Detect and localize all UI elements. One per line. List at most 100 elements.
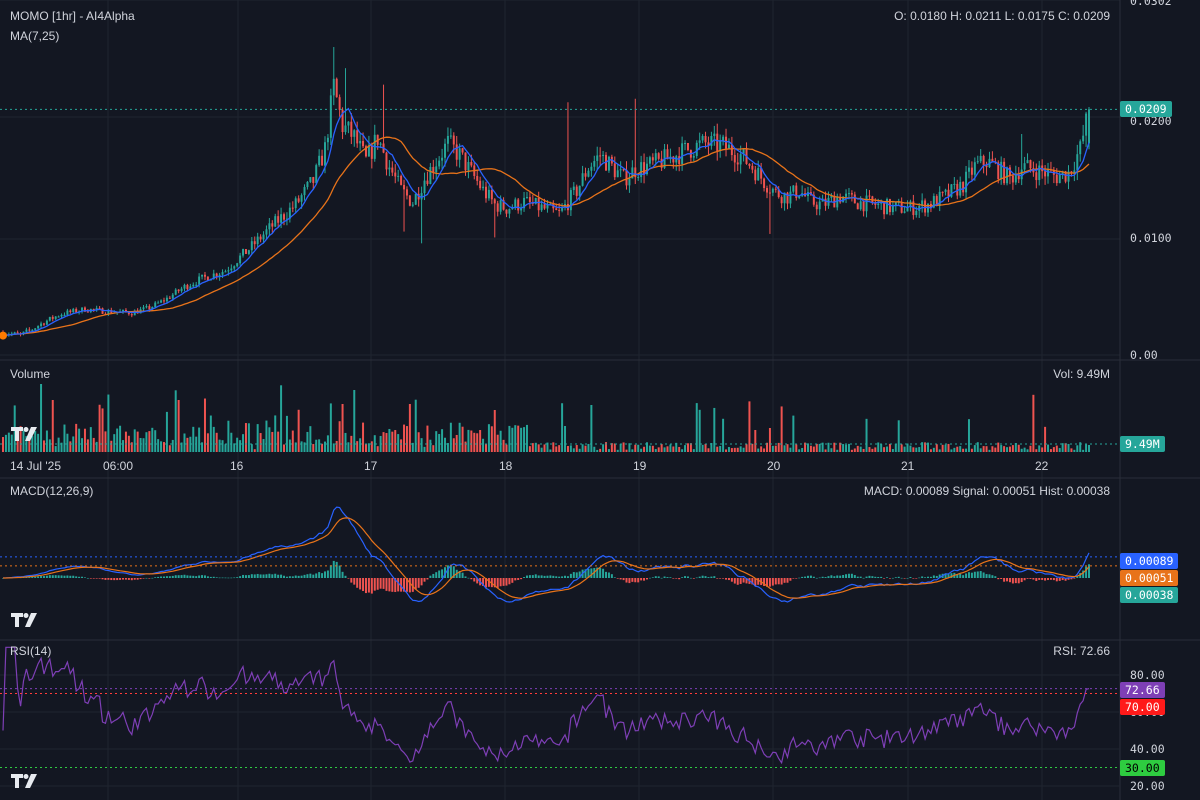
volume-bar <box>215 432 218 452</box>
candle-body <box>198 276 201 285</box>
macd-hist-bar <box>663 576 666 578</box>
price-pane[interactable] <box>0 47 1090 340</box>
volume-bar <box>499 430 502 452</box>
candle <box>947 183 950 203</box>
candle <box>865 188 868 218</box>
macd-hist-bar <box>283 575 286 578</box>
candle <box>1079 139 1082 162</box>
candle <box>766 185 769 199</box>
candle-body <box>561 207 564 211</box>
rsi-readout: RSI: 72.66 <box>1053 644 1110 658</box>
macd-hist-bar <box>239 576 242 578</box>
candle-body <box>432 166 435 173</box>
tradingview-logo-icon[interactable] <box>10 610 42 630</box>
macd-hist-bar <box>689 577 692 579</box>
volume-bar <box>710 443 713 452</box>
candle <box>736 152 739 172</box>
volume-bar <box>877 442 880 452</box>
volume-bar <box>63 424 66 452</box>
candle <box>965 166 968 200</box>
candle-body <box>367 145 370 157</box>
volume-bar <box>110 440 113 452</box>
ma-slow-line <box>2 136 1090 337</box>
macd-hist-bar <box>643 578 646 581</box>
price-start-marker <box>0 331 7 340</box>
rsi-oversold-label: 30.00 <box>1120 760 1165 776</box>
candle-body <box>719 140 722 152</box>
volume-bar <box>719 445 722 452</box>
candle-body <box>602 154 605 156</box>
volume-readout: Vol: 9.49M <box>1053 367 1110 381</box>
candle-body <box>798 195 801 198</box>
candle <box>815 201 818 216</box>
macd-hist-bar <box>722 578 725 579</box>
candle-body <box>722 136 725 141</box>
volume-bar <box>997 442 1000 452</box>
volume-bar <box>643 446 646 452</box>
macd-hist-bar <box>730 578 733 582</box>
candle-body <box>435 166 438 173</box>
volume-bar <box>224 444 227 452</box>
macd-hist-bar <box>367 578 370 593</box>
volume-bar <box>4 434 7 452</box>
macd-hist-bar <box>619 578 622 580</box>
candle-body <box>446 135 449 144</box>
candle-body <box>414 193 417 205</box>
candle-body <box>657 153 660 159</box>
volume-bar <box>1085 444 1088 452</box>
candle <box>400 174 403 186</box>
candle-body <box>660 158 663 168</box>
candle <box>789 186 792 209</box>
macd-hist-bar <box>927 576 929 578</box>
rsi-pane[interactable] <box>2 646 1090 765</box>
candle-body <box>894 202 897 206</box>
volume-bar <box>388 428 391 452</box>
candle <box>645 156 648 176</box>
candle <box>862 200 865 217</box>
macd-hist-bar <box>57 575 60 578</box>
candle-body <box>227 270 230 272</box>
candle <box>479 176 482 191</box>
macd-readout: MACD: 0.00089 Signal: 0.00051 Hist: 0.00… <box>863 484 1110 498</box>
candle-body <box>195 284 198 286</box>
volume-bar <box>631 449 634 452</box>
volume-bar <box>602 444 605 452</box>
volume-bar <box>883 447 886 452</box>
macd-pane[interactable] <box>2 506 1090 603</box>
macd-hist-bar <box>596 567 599 578</box>
volume-bar <box>616 449 619 452</box>
volume-bar <box>180 442 183 452</box>
candle <box>426 171 429 186</box>
candle-body <box>505 209 508 214</box>
candle <box>722 134 725 146</box>
volume-bar <box>871 448 874 452</box>
tradingview-logo-icon[interactable] <box>10 424 42 444</box>
candle <box>432 159 435 180</box>
volume-bar <box>525 424 528 452</box>
rsi-tick-40: 40.00 <box>1130 742 1165 756</box>
macd-hist-bar <box>725 578 728 580</box>
candle-body <box>239 255 242 264</box>
candle <box>692 153 695 162</box>
volume-bar <box>1088 445 1090 452</box>
volume-bar <box>438 433 441 452</box>
candle <box>985 161 988 176</box>
candle <box>520 203 523 215</box>
candle-body <box>1058 174 1061 184</box>
macd-hist-bar <box>821 576 824 578</box>
candle-body <box>160 300 163 303</box>
candle <box>262 231 265 244</box>
volume-bar <box>250 444 253 452</box>
macd-hist-bar <box>763 578 766 587</box>
volume-bar <box>227 420 230 452</box>
candle-body <box>859 201 862 210</box>
volume-bar <box>133 429 136 452</box>
tradingview-logo-icon[interactable] <box>10 771 42 791</box>
candle <box>607 155 610 173</box>
volume-bar <box>891 449 894 452</box>
candle <box>1082 124 1085 145</box>
macd-hist-bar <box>221 577 224 579</box>
candle-body <box>359 140 362 144</box>
candle-body <box>259 236 262 240</box>
